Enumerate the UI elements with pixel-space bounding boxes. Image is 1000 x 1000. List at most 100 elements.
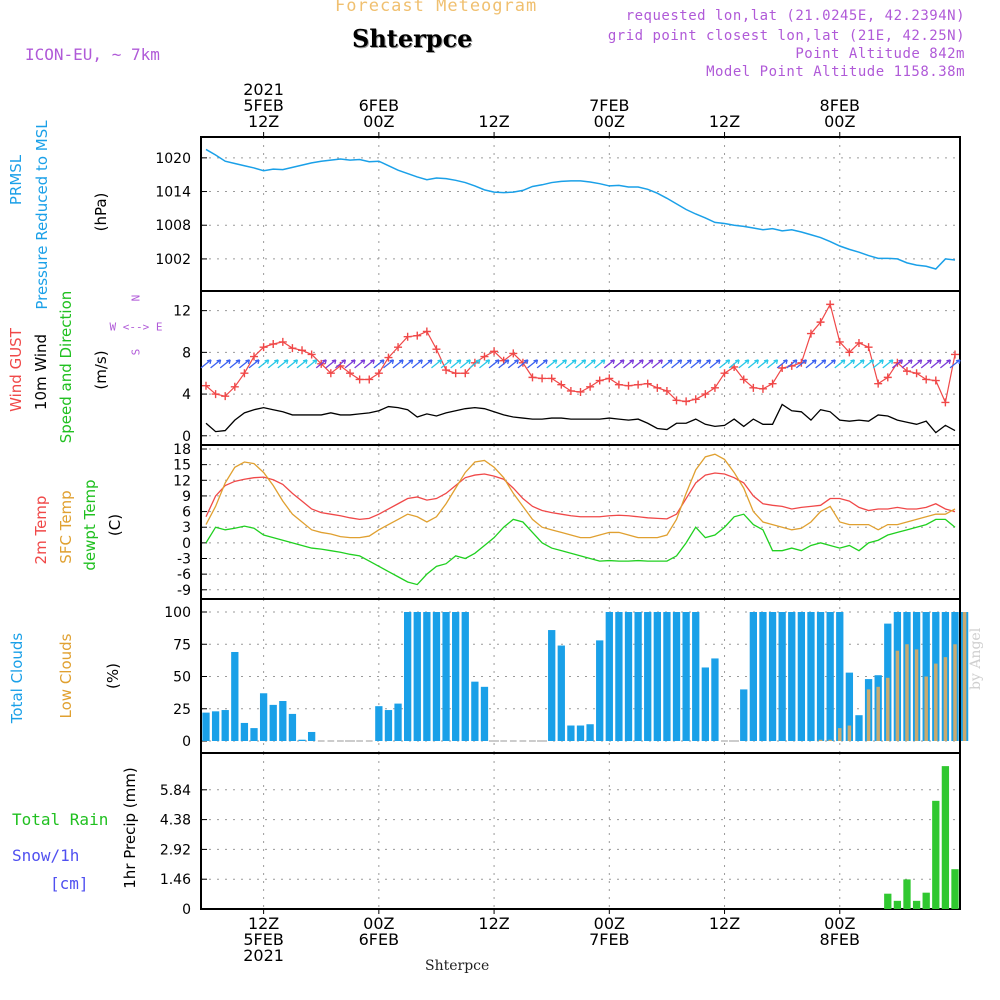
- y-tick-label: 12: [173, 304, 191, 320]
- wind-direction-arrow: [805, 359, 817, 369]
- y-tick-label: 1008: [155, 218, 191, 234]
- wind-direction-arrow: [719, 359, 731, 369]
- wind-direction-arrow: [459, 359, 471, 369]
- wind-gust-marker: [710, 383, 719, 392]
- wind-gust-marker: [326, 369, 335, 378]
- wind-direction-arrow: [632, 359, 644, 369]
- total-cloud-bar: [845, 672, 854, 741]
- wind-direction-arrow: [843, 359, 856, 369]
- wind-direction-arrow: [411, 359, 423, 369]
- wind-direction-arrow: [469, 359, 481, 369]
- wind-direction-arrow: [277, 359, 289, 369]
- wind-direction-arrow: [872, 359, 884, 369]
- wind-gust-marker: [211, 390, 220, 399]
- rain-bar: [893, 900, 902, 909]
- wind-direction-arrow: [911, 359, 923, 369]
- wind-direction-arrow: [546, 359, 558, 369]
- wind-direction-arrow: [594, 359, 606, 369]
- total-cloud-bar: [672, 612, 681, 741]
- bottom-time-axis-label: 12Z: [709, 914, 740, 933]
- bottom-time-axis-label: 8FEB: [820, 930, 860, 949]
- total-cloud-bar: [768, 612, 777, 741]
- wind-direction-arrow: [690, 359, 702, 369]
- snow-label: Snow/1h: [12, 846, 80, 865]
- wind-direction-arrow: [344, 359, 356, 369]
- y-tick-label: 0: [182, 902, 191, 918]
- y-tick-label: 0: [182, 536, 191, 552]
- wind-gust-marker: [883, 373, 892, 382]
- total-cloud-bar: [432, 612, 441, 741]
- wind-direction-arrow: [383, 359, 395, 369]
- wind-gust-marker: [835, 337, 844, 346]
- low-cloud-bar: [828, 739, 832, 741]
- y-tick-label: 1014: [155, 185, 191, 201]
- total-cloud-bar: [298, 739, 306, 741]
- wind-direction-arrow: [603, 359, 615, 369]
- total-cloud-bar: [797, 612, 806, 741]
- wind-direction-arrow: [239, 359, 251, 369]
- wind-gust-marker: [518, 358, 527, 367]
- wind-direction-arrow: [287, 359, 299, 369]
- panel-frame-rain: [200, 752, 961, 910]
- top-time-axis-label: 12Z: [248, 112, 279, 131]
- bottom-time-axis-label: 5FEB: [243, 930, 283, 949]
- wind-gust-marker: [566, 386, 575, 395]
- wind-gust-marker: [634, 380, 643, 389]
- wind-gust-marker: [605, 374, 614, 383]
- wind-direction-arrow: [939, 359, 952, 369]
- total-cloud-bar: [701, 667, 709, 741]
- y-tick-label: 2.92: [160, 842, 191, 858]
- total-cloud-bar: [807, 612, 815, 741]
- wind-gust-marker: [490, 347, 499, 356]
- wind-gust-marker: [355, 375, 364, 384]
- wind-direction-arrow: [392, 359, 404, 369]
- y-tick-label: 8: [182, 345, 191, 361]
- wind-direction-arrow: [824, 359, 836, 369]
- total-cloud-bar: [404, 612, 412, 741]
- wind-gust-marker: [624, 381, 633, 390]
- total-cloud-bar: [653, 612, 661, 741]
- total-cloud-bar: [413, 612, 421, 741]
- wind-gust-marker: [826, 300, 835, 309]
- wind-gust-marker: [480, 352, 489, 361]
- bottom-time-axis-label: 12Z: [478, 914, 509, 933]
- top-time-axis-label: 12Z: [478, 112, 509, 131]
- rain-bar: [922, 892, 930, 909]
- wind-gust-marker: [768, 379, 777, 388]
- total-cloud-bar: [567, 725, 575, 741]
- y-tick-label: 50: [173, 670, 191, 686]
- total-cloud-bar: [279, 701, 287, 741]
- wind-direction-arrow: [402, 359, 414, 369]
- wind-direction-arrow: [882, 359, 894, 369]
- total-cloud-bar: [548, 630, 556, 741]
- wind-direction-arrow: [248, 359, 260, 369]
- y-tick-label: 9: [182, 489, 191, 505]
- y-tick-label: 6: [182, 505, 191, 521]
- wind-gust-marker: [307, 350, 316, 359]
- top-time-axis-label: 00Z: [594, 112, 625, 131]
- low-cloud-bar: [914, 649, 919, 741]
- total-cloud-bar: [624, 612, 633, 741]
- wind-direction-arrow: [527, 359, 539, 369]
- wind-gust-marker: [442, 366, 451, 375]
- y-tick-label: 4: [182, 387, 191, 403]
- y-tick-label: 0: [182, 429, 191, 445]
- total-cloud-bar: [442, 612, 450, 741]
- low-cloud-bar: [953, 644, 957, 741]
- wind-gust-marker: [614, 380, 623, 389]
- wind-direction-arrow: [815, 359, 827, 369]
- total-cloud-bar: [682, 612, 690, 741]
- wind-direction-arrow: [335, 359, 347, 369]
- total-cloud-bar: [375, 706, 383, 741]
- sfc-temp-line: [205, 453, 956, 539]
- wind-gust-marker: [461, 369, 470, 378]
- top-time-axis-label: 00Z: [824, 112, 855, 131]
- wind-direction-arrow: [651, 359, 663, 369]
- wind-gust-marker: [941, 398, 950, 407]
- wind-direction-arrow: [623, 359, 635, 369]
- total-cloud-bar: [471, 681, 479, 741]
- top-time-axis-label: 2021: [243, 80, 284, 99]
- wind-gust-marker: [230, 382, 239, 391]
- model-point-altitude: Model Point Altitude 1158.38m: [706, 64, 965, 80]
- wind-direction-arrow: [776, 359, 788, 369]
